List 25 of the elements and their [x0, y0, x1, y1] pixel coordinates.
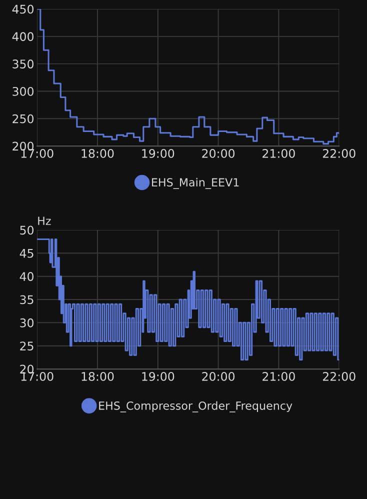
y-tick-label: 400	[12, 32, 34, 42]
x-tick-label: 19:00	[142, 148, 174, 158]
x-tick-label: 18:00	[82, 148, 114, 158]
x-tick-label: 22:00	[322, 372, 356, 381]
y-tick-label: 30	[20, 318, 34, 328]
y-tick-label: 300	[12, 86, 34, 96]
x-tick-label: 18:00	[82, 372, 114, 381]
x-tick-label: 21:00	[262, 372, 295, 381]
x-tick-label: 17:00	[21, 148, 54, 158]
legend-label: EHS_Compressor_Order_Frequency	[99, 401, 292, 412]
legend-label: EHS_Main_EEV1	[152, 178, 239, 189]
y-tick-label: 250	[12, 114, 34, 124]
y-tick-label: 35	[20, 295, 34, 304]
x-tick-label: 22:00	[322, 148, 356, 158]
y-tick-label: 50	[20, 226, 34, 235]
y-tick-label: 45	[20, 249, 34, 258]
y-tick-label: 25	[20, 342, 34, 350]
x-tick-label: 19:00	[142, 372, 174, 381]
y-tick-label: 40	[20, 272, 34, 281]
y-axis-title: Hz	[38, 216, 51, 225]
y-tick-label: 450	[12, 4, 34, 14]
x-tick-label: 20:00	[202, 148, 235, 158]
x-tick-label: 20:00	[202, 372, 235, 381]
x-tick-label: 21:00	[262, 148, 295, 158]
y-tick-label: 350	[12, 60, 34, 68]
